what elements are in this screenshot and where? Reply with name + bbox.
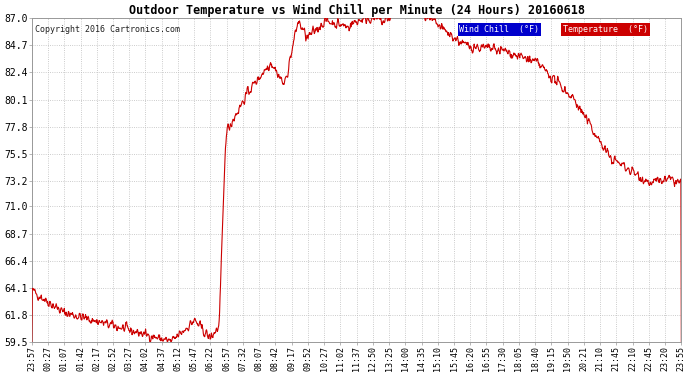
Text: Wind Chill  (°F): Wind Chill (°F) — [460, 25, 539, 34]
Title: Outdoor Temperature vs Wind Chill per Minute (24 Hours) 20160618: Outdoor Temperature vs Wind Chill per Mi… — [128, 4, 584, 17]
Text: Copyright 2016 Cartronics.com: Copyright 2016 Cartronics.com — [35, 25, 180, 34]
Text: Temperature  (°F): Temperature (°F) — [563, 25, 648, 34]
